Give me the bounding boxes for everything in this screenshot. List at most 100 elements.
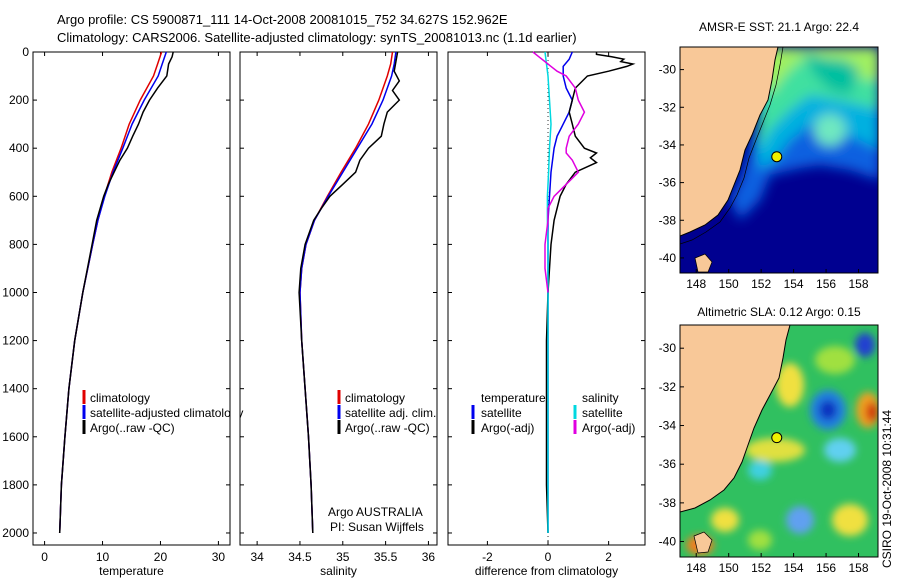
x-tick-label: 35.5: [374, 550, 398, 564]
y-tick-label: 1400: [2, 382, 29, 396]
y-tick-label: 1600: [2, 430, 29, 444]
map-y-tick-label: -36: [659, 457, 677, 471]
legend-climatology: climatology: [345, 391, 405, 405]
map-x-tick-label: 152: [751, 277, 771, 291]
x-tick-label: 2: [605, 550, 612, 564]
map-x-tick-label: 148: [686, 277, 706, 291]
sla-low4: [824, 438, 856, 462]
map-y-tick-label: -40: [659, 251, 677, 265]
sla-mid2: [748, 530, 772, 550]
sst-land: [680, 47, 778, 236]
salinity-panel: [239, 51, 438, 546]
timestamp-text: CSIRO 19-Oct-2008 10:31:44: [880, 409, 894, 568]
map-y-tick-label: -34: [659, 419, 677, 433]
sla-low3: [748, 460, 772, 480]
sla-high3: [745, 438, 805, 462]
legend-sal-satellite: satellite: [582, 406, 623, 420]
sla-map: [680, 325, 878, 557]
map-x-tick-label: 150: [719, 277, 739, 291]
map-y-tick-label: -34: [659, 138, 677, 152]
legend-temperature-heading: temperature: [481, 391, 546, 405]
sst-tasmania: [694, 253, 713, 273]
legend-temp-argo: Argo(-adj): [481, 421, 534, 435]
x-axis-label: salinity: [320, 564, 357, 578]
sla-high4: [832, 504, 868, 536]
map-x-tick-label: 158: [849, 277, 869, 291]
map-y-tick-label: -36: [659, 176, 677, 190]
sst-eddy2: [814, 114, 846, 146]
header-line1: Argo profile: CS 5900871_111 14-Oct-2008…: [57, 12, 508, 27]
map-y-tick-label: -30: [659, 341, 677, 355]
x-tick-label: -2: [482, 550, 493, 564]
annotation-program: Argo AUSTRALIA: [328, 505, 423, 519]
map-y-tick-label: -30: [659, 63, 677, 77]
float-location-marker: [771, 151, 783, 163]
x-axis-label: difference from climatology: [475, 564, 618, 578]
legend-sal-argo: Argo(-adj): [582, 421, 635, 435]
temperature-panel: [32, 51, 231, 546]
series-line-salinity-argo: [532, 51, 586, 293]
legend-satellite: satellite-adjusted climatology: [90, 406, 243, 420]
map-x-tick-label: 152: [751, 561, 771, 575]
y-tick-label: 1800: [2, 478, 29, 492]
map-x-tick-label: 158: [849, 561, 869, 575]
x-tick-label: 35: [336, 550, 350, 564]
sla-tasmania: [693, 531, 713, 554]
x-tick-label: 36: [422, 550, 436, 564]
salinity-legend: climatology satellite adj. clim. Argo(..…: [328, 390, 436, 534]
y-tick-label: 200: [9, 93, 29, 107]
sst-map-title: AMSR-E SST: 21.1 Argo: 22.4: [699, 20, 859, 34]
legend-satellite: satellite adj. clim.: [345, 406, 436, 420]
y-tick-label: 1200: [2, 334, 29, 348]
legend-salinity-heading: salinity: [582, 391, 619, 405]
series-line-argo: [58, 51, 174, 534]
y-tick-label: 800: [9, 237, 29, 251]
y-tick-label: 1000: [2, 285, 29, 299]
sst-map-axes: 148 150 152 154 156 158 -30 -32 -34 -36 -38 -40: [659, 63, 869, 291]
x-tick-label: 34: [250, 550, 264, 564]
y-tick-label: 400: [9, 141, 29, 155]
sla-map-title: Altimetric SLA: 0.12 Argo: 0.15: [697, 305, 861, 319]
sla-low2-core: [819, 400, 837, 420]
sla-high2-core: [866, 402, 878, 422]
map-x-tick-label: 148: [686, 561, 706, 575]
y-tick-label: 0: [22, 45, 29, 59]
sla-high5: [711, 508, 739, 532]
annotation-pi: PI: Susan Wijffels: [330, 520, 424, 534]
map-y-tick-label: -32: [659, 100, 677, 114]
legend-temp-satellite: satellite: [481, 406, 522, 420]
temperature-plot: 0 10 20 30 temperature 0 200 400 600 800 1000 1200 1…: [2, 45, 230, 578]
legend-argo: Argo(..raw -QC): [345, 421, 430, 435]
sst-eddy: [770, 50, 860, 95]
float-location-marker: [771, 432, 783, 444]
x-tick-label: 10: [96, 550, 110, 564]
series-line-argo: [298, 51, 401, 534]
sla-low1: [855, 333, 875, 357]
sla-map-axes: 148 150 152 154 156 158 -30 -32 -34 -36 -38 -40: [659, 341, 869, 575]
header-line2: Climatology: CARS2006. Satellite-adjuste…: [57, 30, 577, 45]
salinity-plot: 34 34.5 35 35.5 36 salinity: [240, 51, 437, 578]
map-x-tick-label: 154: [784, 561, 804, 575]
sla-low5: [786, 506, 814, 534]
map-x-tick-label: 156: [816, 277, 836, 291]
sst-coastline: [680, 47, 779, 237]
legend-argo: Argo(..raw -QC): [90, 421, 175, 435]
map-y-tick-label: -38: [659, 213, 677, 227]
map-y-tick-label: -40: [659, 535, 677, 549]
map-x-tick-label: 150: [719, 561, 739, 575]
y-tick-label: 600: [9, 189, 29, 203]
x-tick-label: 30: [212, 550, 226, 564]
sla-coastline: [680, 325, 791, 513]
timestamp-label: CSIRO 19-Oct-2008 10:31:44: [878, 380, 898, 580]
sst-isobath: [680, 47, 784, 245]
sla-land: [680, 325, 790, 512]
x-axis-label: temperature: [99, 564, 164, 578]
map-x-tick-label: 154: [784, 277, 804, 291]
map-y-tick-label: -38: [659, 496, 677, 510]
x-tick-label: 34.5: [288, 550, 312, 564]
sla-high1: [776, 363, 804, 407]
sst-map-frame: [679, 46, 879, 274]
x-tick-label: 0: [545, 550, 552, 564]
